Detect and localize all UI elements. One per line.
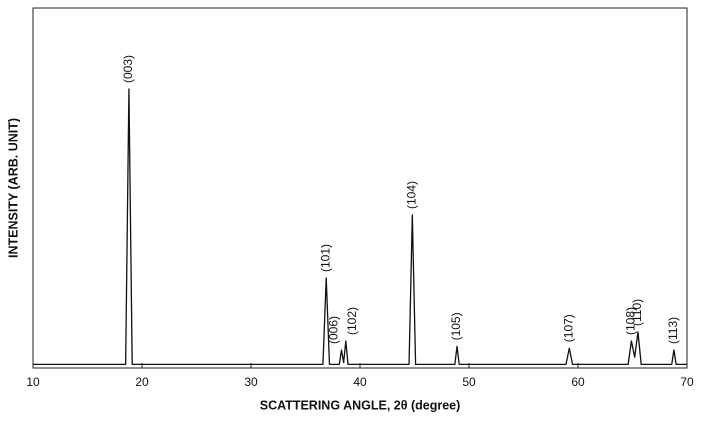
x-tick-label: 70 <box>680 375 694 389</box>
x-tick-label: 30 <box>244 375 258 389</box>
x-axis-title: SCATTERING ANGLE, 2θ (degree) <box>260 398 461 412</box>
x-tick-label: 60 <box>571 375 585 389</box>
x-tick-label: 50 <box>462 375 476 389</box>
xrd-pattern <box>33 88 687 366</box>
x-tick-label: 20 <box>135 375 149 389</box>
peak-label: (107) <box>561 314 575 342</box>
peak-label: (101) <box>318 244 332 272</box>
x-tick-label: 10 <box>26 375 40 389</box>
peak-label: (110) <box>630 299 644 326</box>
peak-label: (113) <box>666 317 680 344</box>
peak-label: (102) <box>345 307 359 335</box>
peak-label: (006) <box>327 316 341 344</box>
x-tick-label: 40 <box>353 375 367 389</box>
y-axis-title: INTENSITY (ARB. UNIT) <box>6 118 20 258</box>
peak-label: (108) <box>624 307 638 335</box>
peak-label: (105) <box>449 312 463 340</box>
peak-label: (003) <box>121 55 135 83</box>
peak-label: (104) <box>404 181 418 209</box>
